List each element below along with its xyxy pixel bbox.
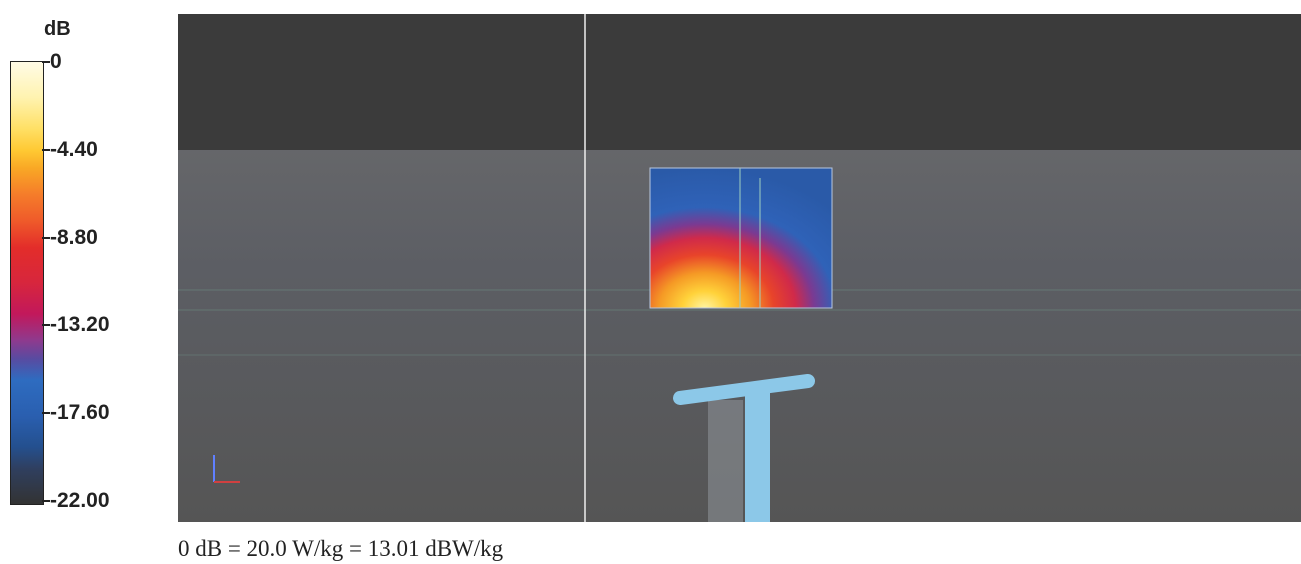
dipole-arm xyxy=(673,374,815,405)
colorbar-tick-label: -17.60 xyxy=(50,401,110,425)
caption: 0 dB = 20.0 W/kg = 13.01 dBW/kg xyxy=(178,536,504,561)
colorbar-tick xyxy=(42,324,50,327)
dipole-stand xyxy=(745,392,770,522)
colorbar-tick xyxy=(42,412,50,415)
colorbar-unit: dB xyxy=(44,18,71,40)
colorbar-tick xyxy=(42,61,50,63)
cube-edge xyxy=(649,167,833,309)
colorbar-tick-label: 0 xyxy=(50,50,62,73)
dark-band xyxy=(178,14,1301,150)
colorbar-tick xyxy=(42,236,50,239)
colorbar-tick-label: -8.80 xyxy=(50,225,98,249)
colorbar-tick-label: -4.40 xyxy=(50,137,98,161)
sar-cube xyxy=(650,168,832,308)
colorbar-tick xyxy=(42,148,50,151)
colorbar xyxy=(10,61,44,505)
colorbar-tick xyxy=(42,500,50,502)
colorbar-tick-label: -22.00 xyxy=(50,489,110,512)
colorbar-tick-label: -13.20 xyxy=(50,313,110,337)
dipole-shadow xyxy=(708,400,743,522)
